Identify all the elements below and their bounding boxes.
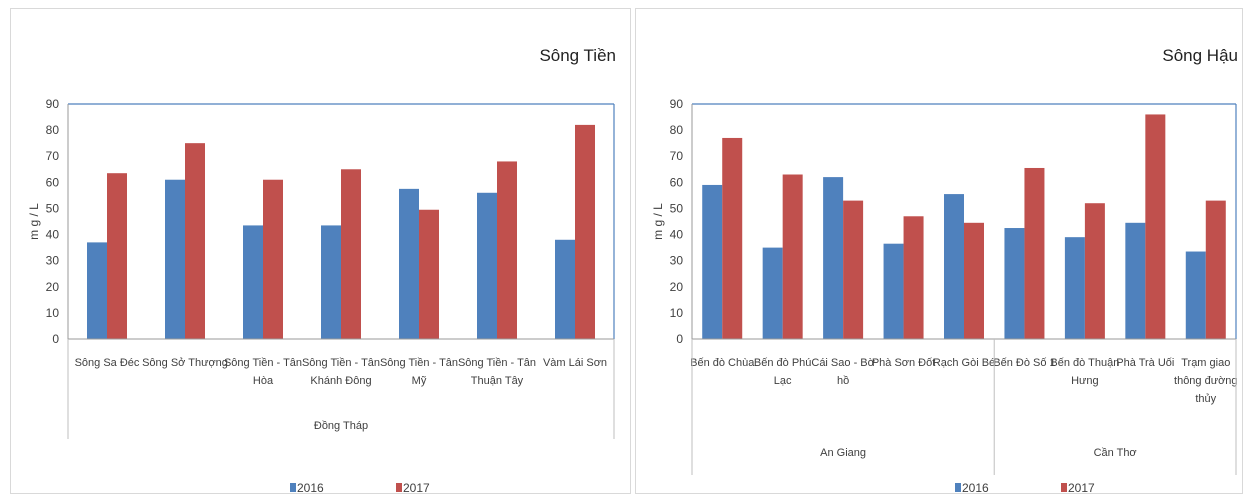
x-category-label: Bến đò Phú Lạc: [754, 357, 812, 387]
y-tick-label: 60: [670, 175, 684, 189]
bar-2017-4: [341, 169, 361, 339]
y-tick-label: 40: [670, 228, 684, 242]
legend-label-2017: 2017: [403, 481, 430, 493]
bar-2017-6: [497, 161, 517, 339]
bar-2017-5: [419, 209, 439, 339]
y-tick-label: 50: [46, 201, 60, 215]
legend-swatch-2017: [396, 483, 402, 492]
x-category-label: Phà Trà Uối: [1116, 357, 1174, 369]
bar-2017-1: [722, 137, 743, 339]
y-tick-label: 30: [670, 254, 684, 268]
x-category-label: Sông Tiền - Tân Thuận Tây: [458, 357, 536, 387]
bar-2016-8: [1125, 222, 1146, 339]
bar-2017-4: [903, 216, 924, 339]
bar-2016-3: [243, 225, 263, 339]
bar-2016-7: [1064, 237, 1085, 339]
x-group-label: Đồng Tháp: [314, 420, 368, 432]
bar-2016-4: [883, 243, 904, 339]
chart-title: Sông Tiền: [539, 46, 616, 65]
chart-panel-song-hau: Sông Hậu m g / L 0 10 20 30 40 50 60 70 80 90 Bến đò…: [635, 8, 1243, 495]
x-category-label: Sông Tiền - Tân Mỹ: [380, 357, 458, 387]
legend-swatch-2017: [1061, 483, 1067, 492]
y-tick-label: 10: [670, 306, 684, 320]
chart-song-hau: Sông Hậu m g / L 0 10 20 30 40 50 60 70 80 90 Bến đò…: [651, 46, 1238, 495]
bar-2017-5: [964, 222, 984, 339]
y-tick-label: 80: [46, 123, 60, 137]
y-tick-label: 50: [670, 201, 684, 215]
bar-2017-8: [1145, 114, 1166, 339]
legend-label-2017: 2017: [1068, 481, 1095, 493]
x-category-label: Sông Tiền - Tân Hòa: [224, 357, 302, 387]
y-axis-label: m g / L: [27, 203, 41, 240]
x-category-label: Phà Sơn Đốt: [872, 357, 935, 369]
x-category-label: Sông Tiền - Tân Khánh Đông: [302, 357, 380, 387]
x-category-label: Sông Sở Thượng: [142, 357, 228, 369]
y-tick-label: 90: [670, 97, 684, 111]
bar-2016-5: [399, 188, 419, 339]
y-tick-label: 20: [670, 280, 684, 294]
bar-2016-1: [87, 242, 107, 339]
y-tick-label: 70: [670, 149, 684, 163]
chart-song-tien: Sông Tiền m g / L 0 10 20 30 40 50 60 70 80 90 Sông …: [27, 46, 616, 495]
bar-2016-6: [1004, 228, 1025, 339]
bar-2016-6: [477, 192, 497, 339]
bar-2016-2: [165, 179, 185, 339]
legend-label-2016: 2016: [962, 481, 989, 493]
x-category-label: Vàm Lái Sơn: [543, 357, 607, 369]
bar-2017-3: [843, 200, 864, 339]
y-tick-label: 30: [46, 254, 60, 268]
bar-2016-9: [1185, 251, 1206, 339]
legend: 2016 2017: [290, 481, 430, 495]
y-tick-label: 90: [46, 97, 60, 111]
legend-label-2016: 2016: [297, 481, 324, 493]
y-tick-label: 80: [670, 123, 684, 137]
bar-2016-5: [944, 194, 964, 339]
x-category-label: Bến đò Chùa: [690, 357, 755, 369]
x-group-label: An Giang: [820, 447, 866, 459]
bar-2017-9: [1205, 200, 1226, 339]
legend-swatch-2016: [955, 483, 961, 492]
legend: 2016 2017: [955, 481, 1095, 495]
bar-2016-1: [702, 184, 723, 339]
y-tick-label: 0: [676, 332, 683, 346]
bar-2017-2: [782, 174, 803, 339]
x-category-label: Bến Đò Số 1: [993, 357, 1055, 369]
x-category-label: Bến đò Thuận Hưng: [1050, 357, 1119, 387]
bar-2017-7: [575, 124, 595, 339]
bar-2017-2: [185, 143, 205, 339]
x-category-label: Rạch Gòi Bé: [933, 357, 995, 369]
bar-2016-4: [321, 225, 341, 339]
legend-swatch-2016: [290, 483, 296, 492]
bar-2016-2: [762, 247, 783, 339]
x-category-label: Trạm giao thông đường thủy: [1174, 357, 1238, 405]
bar-2017-3: [263, 179, 283, 339]
bar-2016-7: [555, 239, 575, 339]
y-tick-label: 0: [52, 332, 59, 346]
y-tick-label: 10: [46, 306, 60, 320]
bar-2016-3: [823, 177, 844, 339]
chart-title: Sông Hậu: [1162, 46, 1238, 65]
y-tick-label: 40: [46, 228, 60, 242]
y-tick-label: 70: [46, 149, 60, 163]
y-tick-label: 20: [46, 280, 60, 294]
chart-panel-song-tien: Sông Tiền m g / L 0 10 20 30 40 50 60 70 80 90 Sông …: [10, 8, 631, 495]
x-group-label: Cần Thơ: [1094, 447, 1137, 459]
bar-2017-7: [1084, 203, 1105, 339]
y-tick-label: 60: [46, 175, 60, 189]
x-category-label: Sông Sa Đéc: [75, 357, 140, 369]
bar-2017-6: [1024, 167, 1045, 339]
x-category-label: Cái Sao - Bờ hồ: [811, 357, 874, 387]
bar-2017-1: [107, 173, 127, 339]
y-axis-label: m g / L: [651, 203, 665, 240]
